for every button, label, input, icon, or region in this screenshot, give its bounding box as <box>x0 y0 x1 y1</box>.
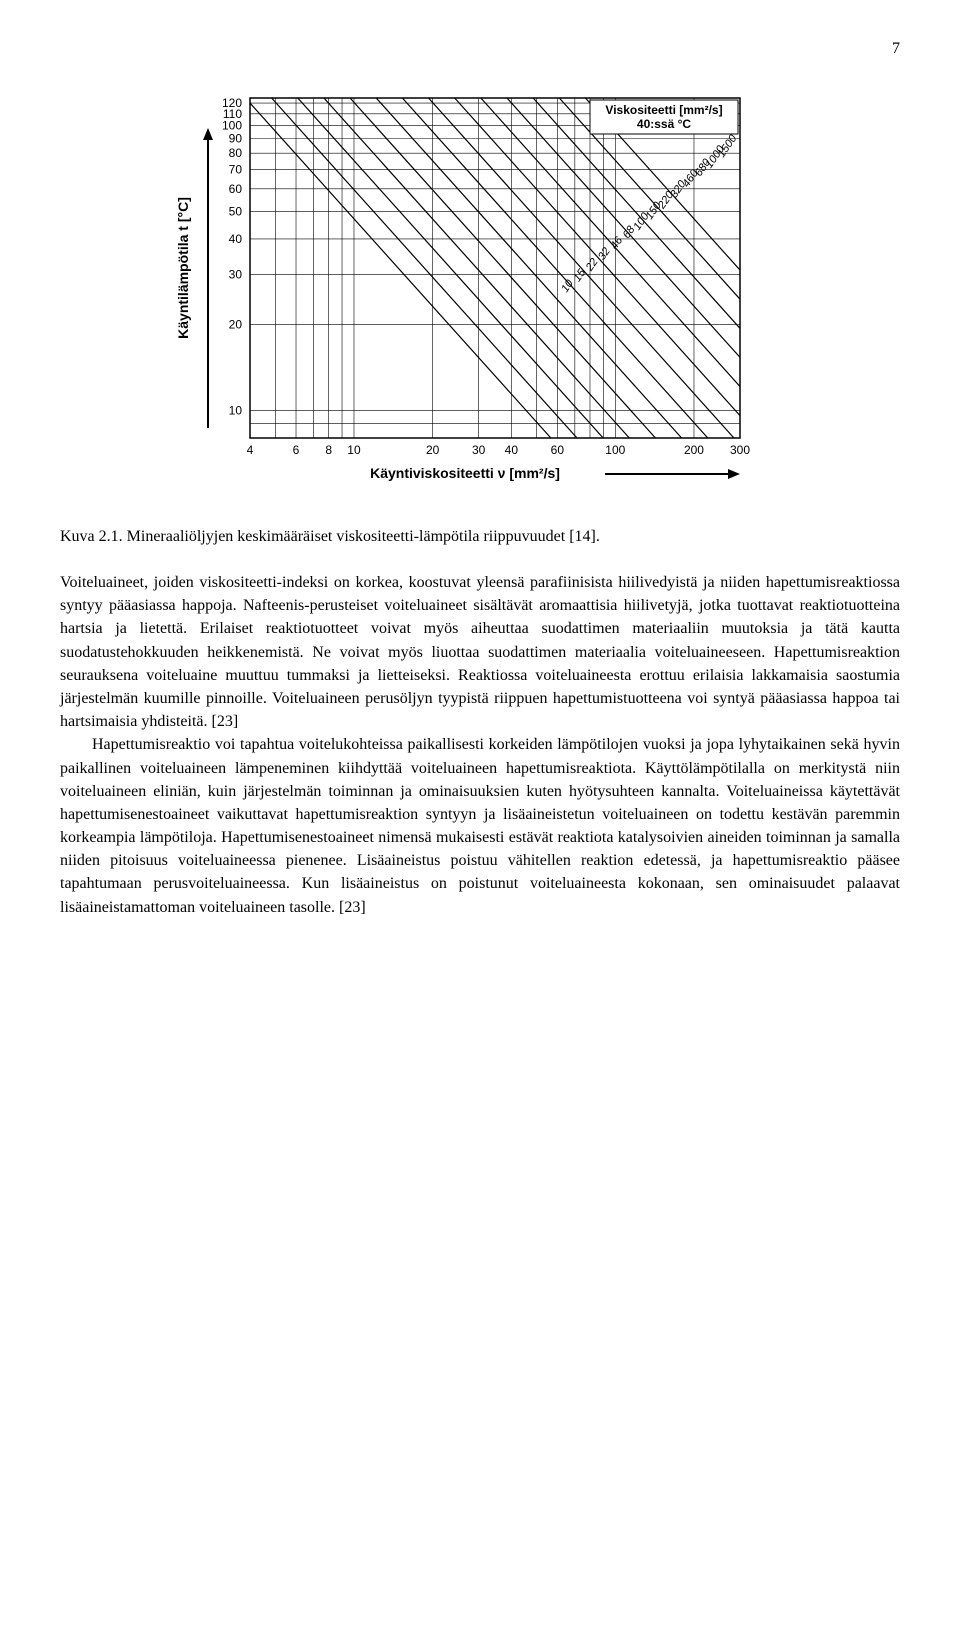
svg-text:Käyntilämpötila t [°C]: Käyntilämpötila t [°C] <box>175 197 191 339</box>
svg-text:20: 20 <box>426 443 440 457</box>
svg-text:70: 70 <box>229 163 243 177</box>
svg-text:10: 10 <box>229 403 243 417</box>
svg-text:22: 22 <box>583 256 600 274</box>
svg-text:30: 30 <box>472 443 486 457</box>
body-text: Voiteluaineet, joiden viskositeetti-inde… <box>60 571 900 919</box>
svg-text:60: 60 <box>551 443 565 457</box>
svg-text:60: 60 <box>229 182 243 196</box>
svg-text:Käyntiviskositeetti ν [mm²/s]: Käyntiviskositeetti ν [mm²/s] <box>370 465 560 481</box>
svg-text:10: 10 <box>347 443 361 457</box>
paragraph-2: Hapettumisreaktio voi tapahtua voiteluko… <box>60 733 900 919</box>
svg-text:50: 50 <box>229 204 243 218</box>
svg-text:100: 100 <box>605 443 625 457</box>
svg-text:6: 6 <box>293 443 300 457</box>
svg-text:4: 4 <box>247 443 254 457</box>
svg-text:80: 80 <box>229 146 243 160</box>
svg-text:90: 90 <box>229 132 243 146</box>
svg-text:20: 20 <box>229 318 243 332</box>
svg-text:40: 40 <box>505 443 519 457</box>
svg-text:120: 120 <box>222 96 242 110</box>
figure-caption: Kuva 2.1. Mineraaliöljyjen keskimääräise… <box>60 528 900 546</box>
svg-text:Viskositeetti [mm²/s]: Viskositeetti [mm²/s] <box>605 103 722 117</box>
svg-text:40:ssä °C: 40:ssä °C <box>637 117 691 131</box>
svg-text:40: 40 <box>229 232 243 246</box>
viscosity-chart: 4 6 8 10 20 30 40 60 100 200 300 10 20 30 40 50 60 70 8090… <box>160 68 800 508</box>
page-number: 7 <box>60 40 900 58</box>
svg-text:32: 32 <box>596 246 613 263</box>
svg-text:300: 300 <box>730 443 750 457</box>
svg-text:30: 30 <box>229 268 243 282</box>
svg-text:8: 8 <box>325 443 332 457</box>
svg-text:200: 200 <box>684 443 704 457</box>
paragraph-1: Voiteluaineet, joiden viskositeetti-inde… <box>60 571 900 733</box>
